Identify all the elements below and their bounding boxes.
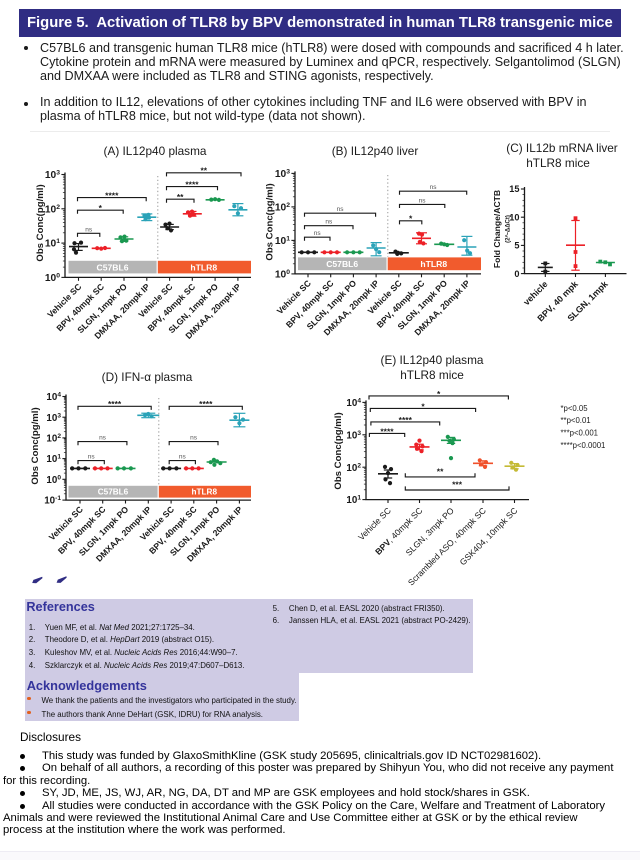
svg-text:10-1: 10-1 — [44, 495, 61, 507]
svg-text:*p<0.05: *p<0.05 — [561, 404, 589, 413]
svg-text:Fold Change/ACTB: Fold Change/ACTB — [492, 190, 502, 268]
svg-text:**p<0.01: **p<0.01 — [561, 416, 591, 425]
svg-text:ns: ns — [314, 230, 322, 237]
svg-text:vehicle: vehicle — [521, 279, 549, 307]
svg-text:hTLR8 mice: hTLR8 mice — [526, 156, 590, 170]
svg-text:ns: ns — [85, 226, 93, 233]
svg-text:0: 0 — [514, 269, 519, 279]
svg-text:**: ** — [177, 192, 184, 202]
svg-text:**: ** — [200, 166, 207, 176]
svg-text:**: ** — [437, 466, 444, 476]
svg-text:10: 10 — [509, 212, 519, 222]
svg-text:101: 101 — [46, 454, 61, 466]
svg-text:104: 104 — [46, 392, 61, 404]
svg-text:15: 15 — [509, 184, 519, 194]
svg-text:(C) IL12b mRNA liver: (C) IL12b mRNA liver — [506, 141, 618, 155]
svg-text:101: 101 — [275, 236, 290, 248]
svg-text:(D) IFN-α plasma: (D) IFN-α plasma — [102, 370, 193, 384]
svg-text:****: **** — [199, 399, 213, 409]
svg-text:C57BL6: C57BL6 — [326, 259, 358, 269]
svg-text:101: 101 — [346, 495, 361, 507]
svg-text:Obs Conc(pg/ml): Obs Conc(pg/ml) — [35, 184, 46, 261]
svg-text:C57BL6: C57BL6 — [97, 262, 129, 272]
svg-text:ns: ns — [88, 454, 96, 461]
svg-text:****: **** — [380, 426, 394, 436]
svg-text:103: 103 — [45, 170, 60, 182]
svg-text:ns: ns — [325, 219, 333, 226]
svg-text:100: 100 — [45, 273, 60, 285]
svg-text:102: 102 — [46, 433, 61, 445]
svg-text:*: * — [409, 214, 413, 224]
svg-text:***p<0.001: ***p<0.001 — [561, 429, 599, 438]
svg-text:C57BL6: C57BL6 — [98, 488, 129, 497]
svg-text:104: 104 — [346, 398, 361, 410]
svg-text:Obs Conc(pg/ml): Obs Conc(pg/ml) — [30, 407, 41, 484]
svg-text:GSK404, 10mpk SC: GSK404, 10mpk SC — [458, 505, 520, 567]
svg-text:ns: ns — [430, 184, 438, 191]
svg-text:5: 5 — [514, 241, 519, 251]
svg-text:ns: ns — [190, 435, 198, 442]
svg-text:****: **** — [105, 191, 119, 201]
svg-text:(E) IL12p40 plasma: (E) IL12p40 plasma — [381, 353, 484, 367]
svg-text:ns: ns — [419, 197, 427, 204]
svg-text:****: **** — [185, 180, 199, 190]
svg-text:(2^-ΔΔCt): (2^-ΔΔCt) — [506, 215, 512, 243]
svg-text:***: *** — [452, 480, 463, 490]
svg-text:102: 102 — [346, 462, 361, 474]
svg-text:Obs Conc(pg/ml): Obs Conc(pg/ml) — [265, 183, 276, 260]
svg-text:hTLR8 mice: hTLR8 mice — [400, 368, 464, 382]
svg-text:hTLR8: hTLR8 — [192, 488, 218, 497]
svg-text:101: 101 — [45, 238, 60, 250]
svg-text:Obs Conc(pg/ml): Obs Conc(pg/ml) — [333, 412, 344, 489]
svg-text:ns: ns — [99, 435, 107, 442]
svg-text:****p<0.0001: ****p<0.0001 — [561, 441, 606, 450]
svg-text:*: * — [99, 203, 103, 213]
svg-text:****: **** — [399, 415, 413, 425]
svg-text:100: 100 — [46, 474, 61, 486]
svg-text:102: 102 — [45, 204, 60, 216]
svg-text:(A) IL12p40 plasma: (A) IL12p40 plasma — [104, 144, 207, 158]
svg-text:ns: ns — [179, 454, 187, 461]
svg-text:ns: ns — [337, 206, 345, 213]
svg-text:(B) IL12p40 liver: (B) IL12p40 liver — [332, 144, 419, 158]
svg-text:103: 103 — [275, 169, 290, 181]
svg-text:hTLR8: hTLR8 — [420, 259, 447, 269]
svg-text:102: 102 — [275, 202, 290, 214]
svg-text:103: 103 — [46, 412, 61, 424]
svg-text:103: 103 — [346, 430, 361, 442]
svg-text:100: 100 — [275, 269, 290, 281]
svg-text:*: * — [421, 401, 425, 411]
svg-text:hTLR8: hTLR8 — [190, 262, 217, 272]
svg-text:****: **** — [108, 399, 122, 409]
svg-text:*: * — [437, 389, 441, 399]
